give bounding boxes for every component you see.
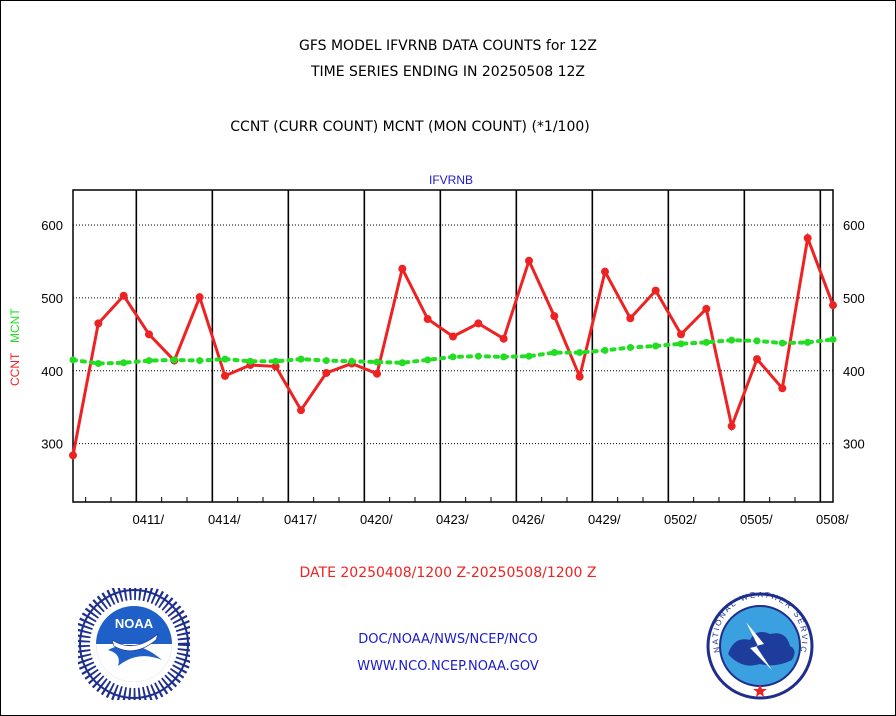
ccnt-point xyxy=(195,293,204,302)
x-tick-labels: 0411/0414/0417/0420/0423/0426/0429/0502/… xyxy=(133,512,849,527)
mcnt-point xyxy=(601,346,609,354)
ccnt-point xyxy=(626,314,635,323)
ccnt-point xyxy=(829,301,837,310)
ccnt-point xyxy=(803,234,812,243)
ylabel-ccnt: CCNT xyxy=(8,352,22,386)
chart-subtitle: CCNT (CURR COUNT) MCNT (MON COUNT) (*1/1… xyxy=(230,119,590,135)
y-tick-label-left: 400 xyxy=(41,364,63,379)
mcnt-point xyxy=(753,337,761,345)
ccnt-point xyxy=(601,267,609,276)
ccnt-point xyxy=(423,315,432,324)
noaa-logo-icon: NOAA xyxy=(78,588,190,700)
ccnt-point xyxy=(575,372,584,381)
mcnt-point xyxy=(398,359,406,367)
mcnt-point xyxy=(373,358,381,366)
y-tick-label-right: 500 xyxy=(843,291,865,306)
ccnt-point xyxy=(525,256,533,265)
mcnt-point xyxy=(626,343,634,351)
mcnt-point xyxy=(652,342,660,350)
data-series xyxy=(69,232,837,460)
x-tick-label: 0420/ xyxy=(360,512,393,527)
mcnt-point xyxy=(728,336,736,344)
mcnt-point xyxy=(525,352,533,360)
ccnt-point xyxy=(677,330,685,339)
y-tick-label-right: 300 xyxy=(843,437,865,452)
mcnt-point xyxy=(170,356,178,364)
mcnt-point xyxy=(94,359,102,367)
grid-lines xyxy=(73,190,833,502)
mcnt-point xyxy=(120,359,128,367)
x-tick-label: 0426/ xyxy=(512,512,545,527)
ccnt-point xyxy=(322,368,331,377)
mcnt-point xyxy=(221,355,229,363)
mcnt-point xyxy=(829,335,837,343)
nws-logo-icon: NATIONAL WEATHER SERVICE xyxy=(706,592,814,700)
ccnt-point xyxy=(145,330,153,339)
ccnt-point xyxy=(271,362,280,371)
ccnt-point xyxy=(753,355,761,364)
x-tick-label: 0508/ xyxy=(816,512,849,527)
plot-axes xyxy=(72,189,834,503)
mcnt-point xyxy=(424,356,432,364)
chart-title-line2: TIME SERIES ENDING IN 20250508 12Z xyxy=(311,64,585,80)
mcnt-point xyxy=(297,355,305,363)
mcnt-point xyxy=(576,349,584,357)
mcnt-point xyxy=(272,357,280,365)
x-tick-label: 0429/ xyxy=(588,512,621,527)
y-tick-label-left: 600 xyxy=(41,218,63,233)
y-tick-label-left: 300 xyxy=(41,437,63,452)
y-tick-labels: 300 300 400 400 500 500 600 600 xyxy=(41,218,864,452)
x-tick-label: 0411/ xyxy=(133,512,165,527)
y-tick-label-right: 600 xyxy=(843,218,865,233)
org-link[interactable]: DOC/NOAA/NWS/NCEP/NCO xyxy=(358,632,538,647)
ccnt-point xyxy=(550,312,559,321)
mcnt-point xyxy=(348,357,356,365)
date-range-label: DATE 20250408/1200 Z-20250508/1200 Z xyxy=(299,565,597,581)
ccnt-point xyxy=(727,422,736,431)
mcnt-point xyxy=(474,352,482,360)
mcnt-point xyxy=(322,357,330,365)
ccnt-point xyxy=(297,406,305,415)
mcnt-point xyxy=(702,338,710,346)
ccnt-point xyxy=(221,371,229,380)
mcnt-point xyxy=(550,349,558,357)
chart-title-line1: GFS MODEL IFVRNB DATA COUNTS for 12Z xyxy=(298,38,597,54)
x-tick-label: 0414/ xyxy=(208,512,241,527)
ylabel-mcnt: MCNT xyxy=(8,308,22,343)
ccnt-point xyxy=(651,286,660,295)
x-tick-label: 0505/ xyxy=(740,512,773,527)
website-link[interactable]: WWW.NCO.NCEP.NOAA.GOV xyxy=(357,659,539,674)
mcnt-point xyxy=(677,340,685,348)
mcnt-point xyxy=(196,357,204,365)
y-tick-label-left: 500 xyxy=(41,291,63,306)
ccnt-point xyxy=(778,384,787,393)
mcnt-point xyxy=(246,357,254,365)
ccnt-point xyxy=(119,291,128,300)
ccnt-point xyxy=(499,334,508,343)
mcnt-point xyxy=(69,356,77,364)
ccnt-point xyxy=(398,264,407,273)
mcnt-point xyxy=(804,338,812,346)
ccnt-point xyxy=(373,369,381,378)
x-tick-label: 0417/ xyxy=(284,512,317,527)
mcnt-point xyxy=(449,353,457,361)
mcnt-point xyxy=(500,353,508,361)
ccnt-point xyxy=(69,451,77,460)
mcnt-point xyxy=(145,357,153,365)
ccnt-point xyxy=(94,319,103,328)
ccnt-point xyxy=(702,304,711,313)
x-tick-label: 0423/ xyxy=(436,512,469,527)
mcnt-point xyxy=(778,339,786,347)
svg-text:NOAA: NOAA xyxy=(115,616,154,631)
x-tick-label: 0502/ xyxy=(664,512,697,527)
ccnt-point xyxy=(474,319,483,328)
panel-label: IFVRNB xyxy=(429,173,473,187)
ccnt-line xyxy=(71,232,835,457)
y-tick-label-right: 400 xyxy=(843,364,865,379)
plot-frame xyxy=(72,189,834,503)
ccnt-point xyxy=(449,332,457,341)
